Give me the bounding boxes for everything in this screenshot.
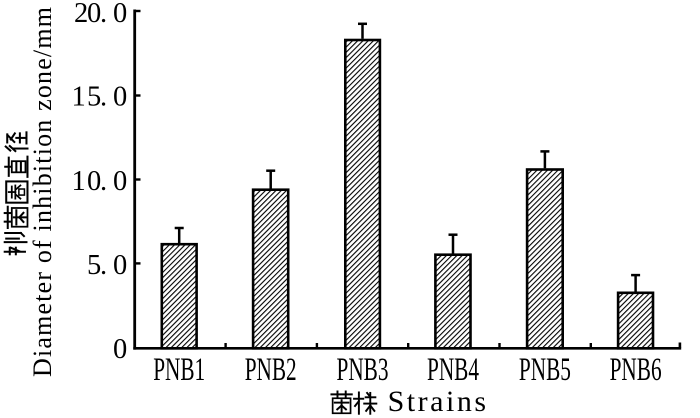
svg-text:Strains: Strains	[388, 385, 487, 418]
svg-text:20.0: 20.0	[74, 0, 127, 29]
svg-text:PNB6: PNB6	[610, 352, 662, 388]
svg-text:PNB5: PNB5	[519, 352, 571, 388]
svg-text:PNB2: PNB2	[245, 352, 297, 388]
svg-text:10.0: 10.0	[72, 166, 128, 197]
svg-text:PNB1: PNB1	[153, 352, 205, 388]
svg-text:Diameter of inhibition zone/mm: Diameter of inhibition zone/mm	[28, 7, 57, 377]
svg-text:PNB4: PNB4	[427, 352, 479, 388]
svg-text:15.0: 15.0	[72, 82, 128, 113]
svg-text:0: 0	[113, 334, 127, 365]
svg-text:PNB3: PNB3	[337, 352, 389, 388]
